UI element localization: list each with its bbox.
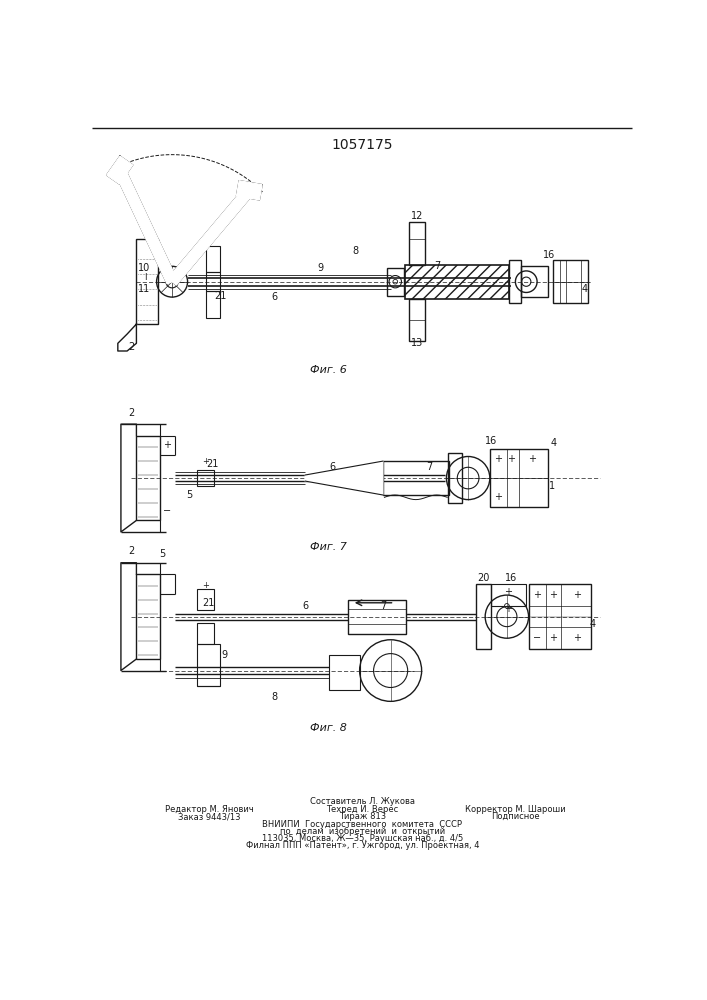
Text: 16: 16 [485, 436, 498, 446]
Text: +: + [549, 590, 557, 600]
Text: 5: 5 [186, 490, 192, 500]
Text: 8: 8 [353, 246, 359, 256]
Polygon shape [115, 168, 177, 284]
Text: −: − [163, 506, 172, 516]
Text: 1057175: 1057175 [331, 138, 392, 152]
Text: 12: 12 [411, 211, 423, 221]
Bar [197, 470, 214, 486]
Bar [404, 265, 509, 299]
Text: 2: 2 [128, 342, 134, 352]
Text: 6: 6 [329, 462, 336, 472]
Text: 16: 16 [505, 573, 517, 583]
Text: 6: 6 [271, 292, 277, 302]
Text: 7: 7 [434, 261, 440, 271]
Text: Техред И. Верес: Техред И. Верес [326, 805, 399, 814]
Text: 113035, Москва, Ж—35, Раушская наб., д. 4/5: 113035, Москва, Ж—35, Раушская наб., д. … [262, 834, 463, 843]
Text: 4: 4 [589, 619, 595, 629]
Text: +: + [202, 457, 209, 466]
Text: Тираж 813: Тираж 813 [339, 812, 386, 821]
Text: 2: 2 [128, 546, 134, 556]
Text: 7: 7 [380, 601, 386, 611]
Text: 7: 7 [426, 462, 433, 472]
Text: 9: 9 [221, 650, 227, 660]
Text: +: + [504, 587, 513, 597]
Bar [491, 584, 526, 606]
Text: Редактор М. Янович: Редактор М. Янович [165, 805, 253, 814]
Polygon shape [237, 181, 262, 200]
Polygon shape [305, 461, 383, 495]
Bar [206, 272, 220, 291]
Text: ВНИИПИ  Государственного  комитета  СССР: ВНИИПИ Государственного комитета СССР [262, 820, 462, 829]
Bar [409, 222, 425, 265]
Bar [387, 268, 404, 296]
Text: 13: 13 [411, 338, 423, 348]
Text: +: + [549, 633, 557, 643]
Text: Фиг. 7: Фиг. 7 [310, 542, 347, 552]
Text: +: + [504, 604, 513, 614]
Polygon shape [107, 156, 133, 184]
Text: 8: 8 [271, 692, 277, 702]
Text: +: + [163, 440, 171, 450]
Bar [509, 260, 521, 303]
Text: +: + [573, 590, 580, 600]
Text: +: + [202, 581, 209, 590]
Text: −: − [533, 633, 541, 643]
Bar [383, 461, 449, 495]
Text: 2: 2 [128, 408, 134, 418]
Bar [448, 453, 462, 503]
Bar [206, 246, 220, 272]
Text: Заказ 9443/13: Заказ 9443/13 [177, 812, 240, 821]
Text: Составитель Л. Жукова: Составитель Л. Жукова [310, 797, 415, 806]
Bar [136, 574, 160, 659]
Bar [490, 449, 548, 507]
Text: +: + [493, 454, 501, 464]
Text: 21: 21 [202, 598, 215, 608]
Text: 6: 6 [303, 601, 308, 611]
Text: по  делам  изобретений  и  открытий: по делам изобретений и открытий [280, 827, 445, 836]
Text: Корректор М. Шароши: Корректор М. Шароши [465, 805, 566, 814]
Text: +: + [533, 590, 541, 600]
Bar [136, 436, 160, 520]
Bar [136, 239, 158, 324]
Text: 20: 20 [477, 573, 490, 583]
Text: Фиг. 8: Фиг. 8 [310, 723, 347, 733]
Bar [521, 266, 548, 297]
Text: 9: 9 [318, 263, 324, 273]
Bar [409, 299, 425, 341]
Bar [197, 589, 214, 610]
Text: Фиг. 6: Фиг. 6 [310, 365, 347, 375]
Text: +: + [508, 454, 515, 464]
Bar [206, 291, 220, 318]
Text: +: + [493, 492, 501, 502]
Bar [348, 600, 406, 634]
Text: I: I [144, 273, 147, 282]
Bar [554, 260, 588, 303]
Text: 4: 4 [550, 438, 556, 448]
Polygon shape [118, 324, 136, 351]
Text: 4: 4 [581, 284, 588, 294]
Text: 21: 21 [206, 459, 218, 469]
Bar [329, 655, 360, 690]
Text: 21: 21 [214, 291, 226, 301]
Text: 16: 16 [544, 250, 556, 260]
Bar [529, 584, 590, 649]
Polygon shape [168, 187, 253, 285]
Bar [476, 584, 491, 649]
Text: Подписное: Подписное [491, 812, 540, 821]
Text: +: + [573, 633, 580, 643]
Bar [197, 644, 220, 686]
Text: Филнал ППП «Патент», г. Ужгород, ул. Проектная, 4: Филнал ППП «Патент», г. Ужгород, ул. Про… [245, 841, 479, 850]
Text: 11: 11 [138, 284, 151, 294]
Text: 1: 1 [549, 481, 555, 491]
Text: 5: 5 [159, 549, 165, 559]
Text: +: + [528, 454, 537, 464]
Bar [197, 623, 214, 644]
Text: 10: 10 [138, 263, 151, 273]
